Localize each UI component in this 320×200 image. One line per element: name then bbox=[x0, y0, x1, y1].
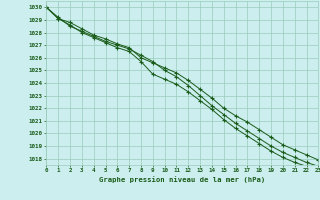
X-axis label: Graphe pression niveau de la mer (hPa): Graphe pression niveau de la mer (hPa) bbox=[99, 176, 266, 183]
